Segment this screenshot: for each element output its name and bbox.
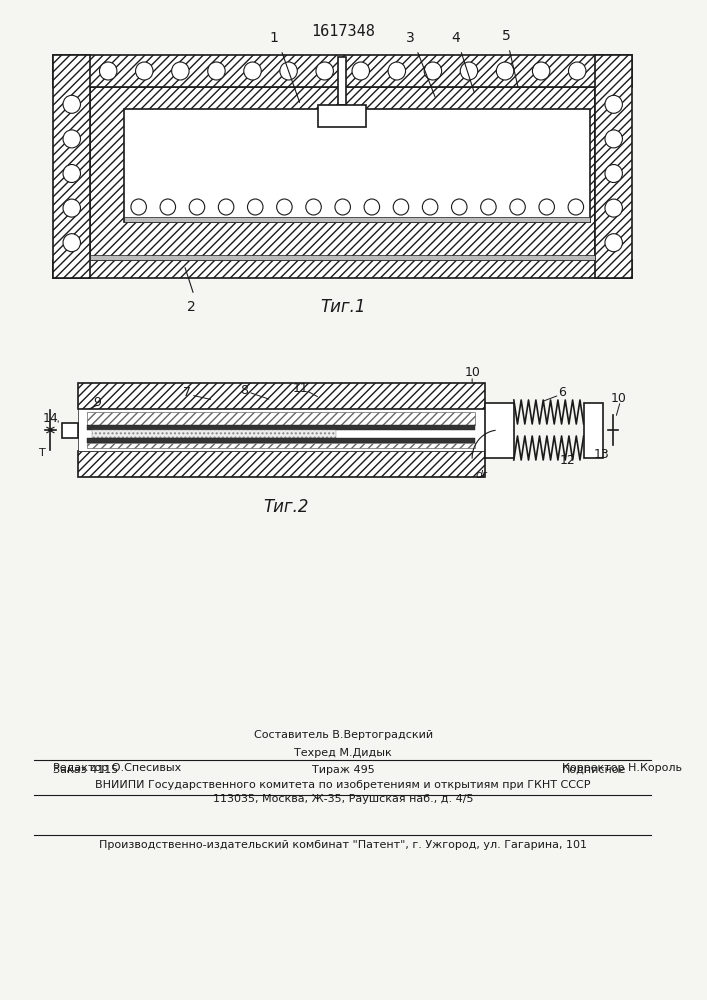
Circle shape bbox=[605, 130, 622, 148]
Circle shape bbox=[496, 62, 514, 80]
Bar bbox=[92, 430, 337, 438]
Circle shape bbox=[160, 199, 175, 215]
Bar bbox=[90, 87, 595, 260]
Circle shape bbox=[335, 199, 351, 215]
Circle shape bbox=[393, 199, 409, 215]
Text: 12: 12 bbox=[559, 454, 575, 466]
Circle shape bbox=[247, 199, 263, 215]
Text: 5: 5 bbox=[502, 29, 510, 43]
Bar bbox=[53, 260, 632, 278]
Text: T: T bbox=[40, 448, 46, 458]
Bar bbox=[87, 412, 475, 425]
Text: Редактор О.Спесивых: Редактор О.Спесивых bbox=[53, 763, 182, 773]
Circle shape bbox=[63, 234, 81, 252]
Text: 11: 11 bbox=[293, 381, 308, 394]
Circle shape bbox=[605, 199, 622, 217]
Circle shape bbox=[452, 199, 467, 215]
Text: Заказ 4115: Заказ 4115 bbox=[53, 765, 119, 775]
Text: 10: 10 bbox=[611, 391, 626, 404]
Text: 3: 3 bbox=[406, 31, 414, 45]
Bar bbox=[90, 255, 595, 260]
Circle shape bbox=[424, 62, 442, 80]
Text: 6: 6 bbox=[559, 386, 566, 399]
Circle shape bbox=[244, 62, 262, 80]
Bar bbox=[595, 55, 632, 278]
Circle shape bbox=[605, 164, 622, 182]
Bar bbox=[124, 217, 590, 222]
Text: Тираж 495: Тираж 495 bbox=[312, 765, 375, 775]
Circle shape bbox=[510, 199, 525, 215]
Circle shape bbox=[316, 62, 334, 80]
Text: Подписное: Подписное bbox=[562, 765, 626, 775]
Circle shape bbox=[63, 130, 81, 148]
Bar bbox=[318, 105, 366, 127]
Circle shape bbox=[63, 95, 81, 113]
Bar bbox=[485, 403, 514, 458]
Circle shape bbox=[100, 62, 117, 80]
Text: 7: 7 bbox=[183, 386, 191, 399]
Text: dr: dr bbox=[475, 470, 486, 480]
Text: 9: 9 bbox=[93, 395, 101, 408]
Circle shape bbox=[131, 199, 146, 215]
Circle shape bbox=[605, 234, 622, 252]
Circle shape bbox=[352, 62, 370, 80]
Circle shape bbox=[276, 199, 292, 215]
Circle shape bbox=[605, 95, 622, 113]
Text: ВНИИПИ Государственного комитета по изобретениям и открытиям при ГКНТ СССР: ВНИИПИ Государственного комитета по изоб… bbox=[95, 780, 591, 790]
Bar bbox=[78, 451, 485, 477]
Circle shape bbox=[218, 199, 234, 215]
Circle shape bbox=[460, 62, 478, 80]
Text: Τиг.2: Τиг.2 bbox=[263, 498, 309, 516]
Circle shape bbox=[208, 62, 225, 80]
Circle shape bbox=[481, 199, 496, 215]
Circle shape bbox=[136, 62, 153, 80]
Circle shape bbox=[172, 62, 189, 80]
Circle shape bbox=[422, 199, 438, 215]
Bar bbox=[124, 109, 590, 222]
Circle shape bbox=[532, 62, 550, 80]
Text: Τиг.1: Τиг.1 bbox=[320, 298, 366, 316]
Text: Производственно-издательский комбинат "Патент", г. Ужгород, ул. Гагарина, 101: Производственно-издательский комбинат "П… bbox=[99, 840, 588, 850]
Circle shape bbox=[539, 199, 554, 215]
Text: 4: 4 bbox=[451, 31, 460, 45]
Circle shape bbox=[306, 199, 321, 215]
Bar bbox=[87, 425, 475, 430]
Text: 10: 10 bbox=[464, 366, 480, 379]
Text: Корректор Н.Король: Корректор Н.Король bbox=[562, 763, 682, 773]
Text: 8: 8 bbox=[240, 383, 248, 396]
Text: Составитель В.Вертоградский: Составитель В.Вертоградский bbox=[254, 730, 433, 740]
Circle shape bbox=[388, 62, 406, 80]
Circle shape bbox=[568, 62, 586, 80]
Bar bbox=[87, 438, 475, 443]
Bar bbox=[62, 423, 78, 438]
Text: 2: 2 bbox=[187, 300, 195, 314]
Text: 113035, Москва, Ж-35, Раушская наб., д. 4/5: 113035, Москва, Ж-35, Раушская наб., д. … bbox=[213, 794, 474, 804]
Bar bbox=[53, 55, 632, 87]
Circle shape bbox=[63, 164, 81, 182]
Text: 1: 1 bbox=[269, 31, 278, 45]
Bar bbox=[339, 57, 346, 105]
Text: 1617348: 1617348 bbox=[311, 24, 375, 39]
Circle shape bbox=[364, 199, 380, 215]
Text: Техред М.Дидык: Техред М.Дидык bbox=[294, 748, 392, 758]
Circle shape bbox=[189, 199, 205, 215]
Bar bbox=[53, 55, 90, 278]
Circle shape bbox=[568, 199, 583, 215]
Text: 13: 13 bbox=[593, 448, 609, 462]
Bar bbox=[584, 403, 603, 458]
Text: 14: 14 bbox=[42, 412, 58, 424]
Bar bbox=[78, 383, 485, 409]
Bar bbox=[87, 443, 475, 448]
Bar bbox=[78, 409, 485, 451]
Circle shape bbox=[63, 199, 81, 217]
Circle shape bbox=[280, 62, 298, 80]
